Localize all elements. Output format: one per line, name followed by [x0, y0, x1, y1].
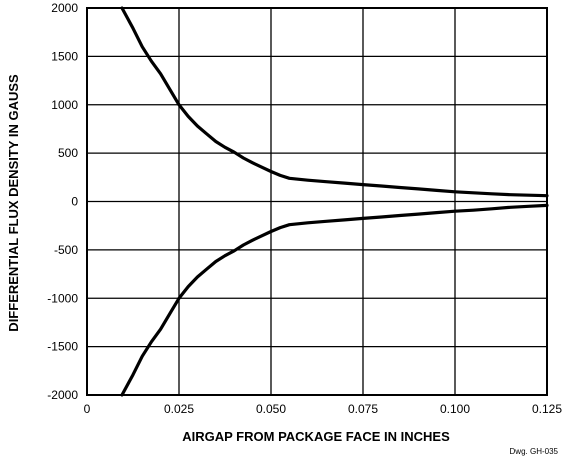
positive-flux-curve [120, 6, 549, 198]
x-tick-label: 0 [84, 402, 91, 416]
tick-labels: 0 0.025 0.050 0.075 0.100 0.125 2000 1500 1000 50… [47, 1, 562, 416]
y-tick-label: 500 [58, 146, 78, 160]
y-axis-title: DIFFERENTIAL FLUX DENSITY IN GAUSS [6, 74, 21, 332]
y-tick-label: 2000 [51, 1, 78, 15]
curves [120, 6, 549, 397]
y-tick-label: 1000 [51, 98, 78, 112]
x-tick-label: 0.050 [256, 402, 286, 416]
plot-frame [86, 7, 548, 396]
x-tick-label: 0.025 [164, 402, 194, 416]
x-tick-label: 0.125 [532, 402, 562, 416]
y-tick-label: -1500 [47, 340, 78, 354]
y-tick-label: -500 [54, 243, 78, 257]
y-tick-label: -1000 [47, 291, 78, 305]
x-tick-label: 0.100 [440, 402, 470, 416]
x-axis-title: AIRGAP FROM PACKAGE FACE IN INCHES [182, 429, 450, 444]
y-tick-label: 0 [71, 195, 78, 209]
negative-flux-curve [120, 203, 549, 397]
x-tick-label: 0.075 [348, 402, 378, 416]
y-tick-label: 1500 [51, 49, 78, 63]
y-tick-label: -2000 [47, 388, 78, 402]
drawing-number: Dwg. GH-035 [510, 447, 559, 456]
